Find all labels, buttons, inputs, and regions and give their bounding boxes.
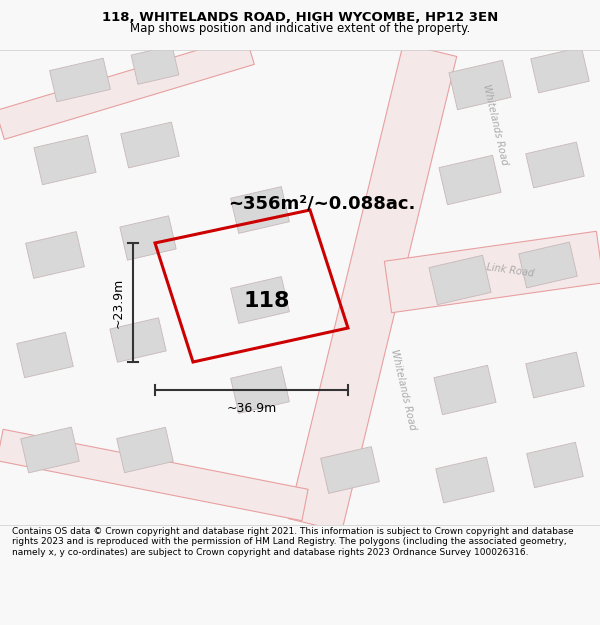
Polygon shape <box>288 44 457 531</box>
Polygon shape <box>429 255 491 305</box>
Text: ~36.9m: ~36.9m <box>226 401 277 414</box>
Polygon shape <box>519 242 577 288</box>
Polygon shape <box>531 47 589 93</box>
Polygon shape <box>120 216 176 260</box>
Polygon shape <box>131 46 179 84</box>
Polygon shape <box>17 332 73 378</box>
Polygon shape <box>434 365 496 415</box>
Polygon shape <box>121 122 179 168</box>
Text: Map shows position and indicative extent of the property.: Map shows position and indicative extent… <box>130 22 470 35</box>
Text: Whitelands Road: Whitelands Road <box>481 84 509 166</box>
Polygon shape <box>436 457 494 503</box>
Polygon shape <box>526 142 584 188</box>
Polygon shape <box>110 318 166 362</box>
Text: ~23.9m: ~23.9m <box>112 278 125 328</box>
Text: Link Road: Link Road <box>485 262 535 278</box>
Polygon shape <box>50 58 110 102</box>
Polygon shape <box>34 135 96 185</box>
Polygon shape <box>0 36 254 139</box>
Polygon shape <box>526 352 584 398</box>
Polygon shape <box>385 231 600 312</box>
Text: Contains OS data © Crown copyright and database right 2021. This information is : Contains OS data © Crown copyright and d… <box>12 527 574 557</box>
Polygon shape <box>21 427 79 473</box>
Polygon shape <box>0 429 308 521</box>
Polygon shape <box>117 428 173 472</box>
Polygon shape <box>320 447 379 493</box>
Text: 118: 118 <box>243 291 290 311</box>
Polygon shape <box>527 442 583 488</box>
Polygon shape <box>449 60 511 110</box>
Polygon shape <box>230 277 289 323</box>
Text: ~356m²/~0.088ac.: ~356m²/~0.088ac. <box>228 194 415 212</box>
Text: 118, WHITELANDS ROAD, HIGH WYCOMBE, HP12 3EN: 118, WHITELANDS ROAD, HIGH WYCOMBE, HP12… <box>102 11 498 24</box>
Text: Whitelands Road: Whitelands Road <box>389 349 417 431</box>
Polygon shape <box>230 187 289 233</box>
Polygon shape <box>26 232 85 278</box>
Polygon shape <box>439 155 501 205</box>
Polygon shape <box>230 367 289 413</box>
